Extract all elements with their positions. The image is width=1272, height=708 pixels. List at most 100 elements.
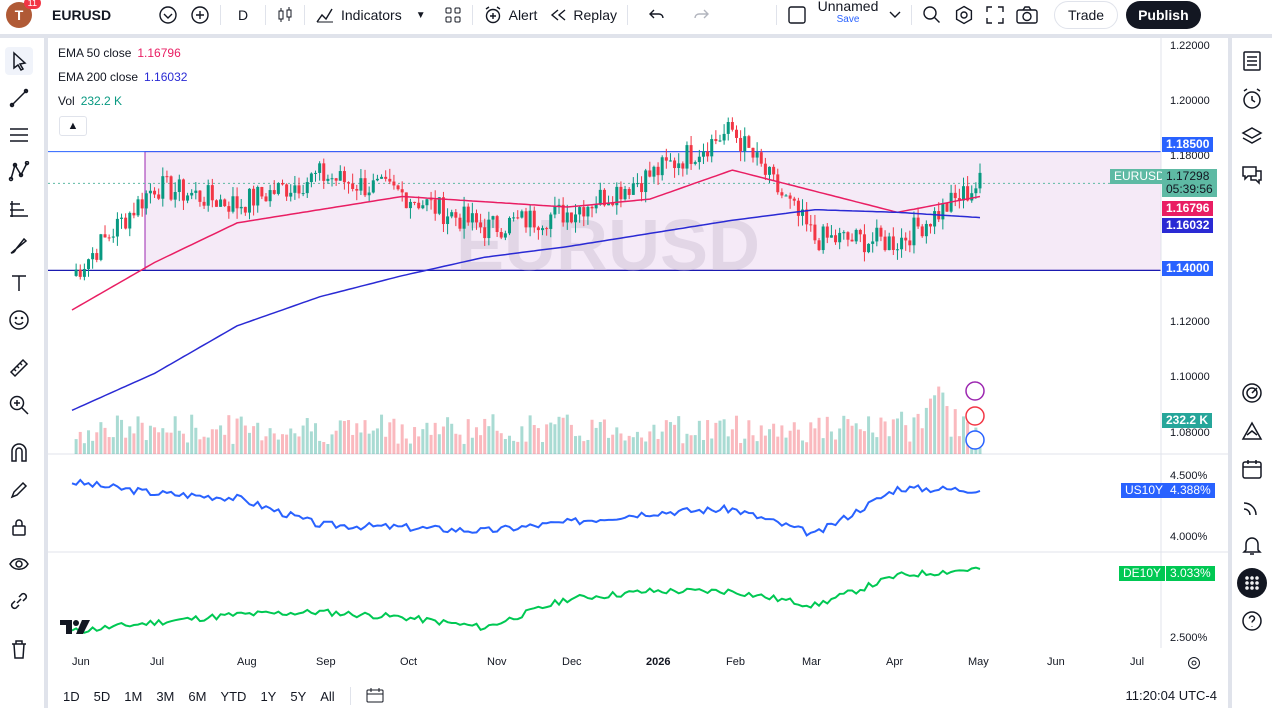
emoji-icon[interactable] [5,306,33,334]
quick-search-icon[interactable] [916,0,948,30]
candle-body [565,212,569,223]
trend-line-icon[interactable] [5,84,33,112]
range-6m[interactable]: 6M [188,688,207,704]
range-1m[interactable]: 1M [124,688,143,704]
candle-body [301,193,305,195]
settings-gear-icon[interactable] [948,0,980,30]
volume-bar [128,426,132,454]
indicators-button[interactable]: Indicators ▼ [309,0,432,30]
candle-body [359,178,363,191]
layouts-grid-icon[interactable] [438,0,468,30]
brush-icon[interactable] [5,232,33,260]
legend-ema50[interactable]: EMA 50 close 1.16796 [58,46,181,60]
layers-icon[interactable] [1237,122,1267,152]
volume-bar [920,428,924,454]
alerts-clock-icon[interactable] [1237,84,1267,114]
signal-gauge-icon[interactable] [1237,378,1267,408]
zoom-in-icon[interactable] [5,391,33,419]
candle-body [206,185,210,206]
candle-body [190,192,194,196]
volume-bar [499,433,503,454]
volume-bar [747,420,751,454]
volume-bar [256,422,260,454]
cursor-icon[interactable] [5,47,33,75]
range-5d[interactable]: 5D [93,688,111,704]
clock-timezone[interactable]: 11:20:04 UTC-4 [1125,688,1217,703]
trash-icon[interactable] [5,635,33,663]
undo-icon[interactable] [642,0,672,30]
camera-icon[interactable] [1010,0,1044,30]
user-avatar[interactable]: T 11 [6,0,41,28]
volume-bar [590,419,594,454]
publish-button[interactable]: Publish [1126,1,1201,29]
help-icon[interactable] [1237,606,1267,636]
interval-button[interactable]: D [237,7,249,23]
replay-button[interactable]: Replay [543,0,623,30]
text-icon[interactable] [5,269,33,297]
layout-name[interactable]: Unnamed Save [817,0,879,25]
eye-icon[interactable] [5,550,33,578]
symbol-search[interactable]: EURUSD [52,7,112,23]
volume-bar [796,429,800,454]
economic-event-icon[interactable] [965,381,985,401]
magnet-icon[interactable] [5,439,33,467]
range-1d[interactable]: 1D [63,688,80,704]
chat-icon[interactable] [1237,160,1267,190]
volume-bar [99,422,103,454]
volume-bar [623,440,627,454]
economic-event-icon[interactable] [965,406,985,426]
volume-bar [821,438,825,454]
candle-body [846,232,850,240]
ruler-icon[interactable] [5,354,33,382]
redo-icon[interactable] [686,0,716,30]
link-icon[interactable] [5,587,33,615]
date-range-calendar-icon[interactable] [359,687,391,706]
volume-bar [664,420,668,454]
volume-bar [867,416,871,454]
ideas-icon[interactable] [1237,416,1267,446]
candle-type-icon[interactable] [270,0,300,30]
economic-event-icon[interactable] [965,430,985,450]
range-all[interactable]: All [320,688,335,704]
volume-bar [689,435,693,454]
broadcast-icon[interactable] [1237,492,1267,522]
candle-body [99,234,103,260]
notification-bell-icon[interactable] [1237,530,1267,560]
range-3m[interactable]: 3M [156,688,175,704]
range-1y[interactable]: 1Y [260,688,277,704]
candle-body [747,136,751,148]
layout-checkbox-icon[interactable] [781,0,813,30]
volume-bar [640,437,644,454]
candle-body [933,211,937,227]
watchlist-icon[interactable] [1237,46,1267,76]
legend-ema200[interactable]: EMA 200 close 1.16032 [58,70,187,84]
fib-icon[interactable] [5,195,33,223]
lock-icon[interactable] [5,513,33,541]
range-5y[interactable]: 5Y [290,688,307,704]
volume-bar [768,429,772,454]
main-chart[interactable]: EURUSD [48,38,1228,684]
calendar-icon[interactable] [1237,454,1267,484]
time-tick: Mar [802,656,821,668]
apps-grid-icon[interactable] [1237,568,1267,598]
trade-button[interactable]: Trade [1054,1,1119,29]
collapse-legend-button[interactable]: ▲ [59,116,87,136]
de10y-line[interactable] [71,566,981,634]
alert-button[interactable]: Alert [477,0,544,30]
volume-bar [280,434,284,454]
volume-bar [338,420,342,454]
fullscreen-icon[interactable] [980,0,1010,30]
chevron-down-icon[interactable] [883,0,907,30]
range-ytd[interactable]: YTD [220,688,247,704]
compare-add-icon[interactable] [184,0,216,30]
horizontal-lines-icon[interactable] [5,121,33,149]
pencil-lock-icon[interactable] [5,476,33,504]
legend-volume[interactable]: Vol 232.2 K [58,94,122,108]
pattern-icon[interactable] [5,158,33,186]
us10y-line[interactable] [71,478,981,537]
ema50-line[interactable] [71,169,981,311]
time-settings-icon[interactable] [1187,656,1201,673]
symbol-options-icon[interactable] [152,0,184,30]
notification-badge: 11 [23,0,41,9]
ema200-line[interactable] [71,208,981,411]
